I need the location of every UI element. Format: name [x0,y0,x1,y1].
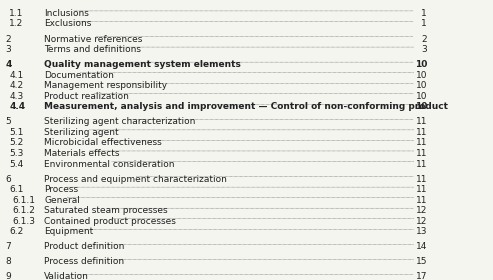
Text: Validation: Validation [44,272,89,280]
Text: 5: 5 [6,117,11,126]
Text: 10: 10 [416,81,427,90]
Text: Process definition: Process definition [44,257,125,266]
Text: 11: 11 [416,196,427,205]
Text: Management responsibility: Management responsibility [44,81,168,90]
Text: 5.3: 5.3 [9,149,24,158]
Text: Measurement, analysis and improvement — Control of non-conforming product: Measurement, analysis and improvement — … [44,102,449,111]
Text: 5.4: 5.4 [9,160,23,169]
Text: Process and equipment characterization: Process and equipment characterization [44,174,227,184]
Text: 6.1.3: 6.1.3 [12,217,35,226]
Text: 4.3: 4.3 [9,92,23,101]
Text: 6: 6 [6,174,11,184]
Text: 12: 12 [416,217,427,226]
Text: 4.2: 4.2 [9,81,23,90]
Text: 11: 11 [416,149,427,158]
Text: 1: 1 [422,19,427,29]
Text: Exclusions: Exclusions [44,19,92,29]
Text: 11: 11 [416,128,427,137]
Text: Product realization: Product realization [44,92,129,101]
Text: 10: 10 [415,102,427,111]
Text: 2: 2 [6,34,11,43]
Text: 10: 10 [416,92,427,101]
Text: 11: 11 [416,160,427,169]
Text: Equipment: Equipment [44,227,94,236]
Text: 6.1.2: 6.1.2 [12,206,35,215]
Text: 11: 11 [416,138,427,148]
Text: General: General [44,196,80,205]
Text: Sterilizing agent: Sterilizing agent [44,128,119,137]
Text: 4.1: 4.1 [9,71,23,80]
Text: Terms and definitions: Terms and definitions [44,45,141,54]
Text: Sterilizing agent characterization: Sterilizing agent characterization [44,117,196,126]
Text: 6.1.1: 6.1.1 [12,196,35,205]
Text: Product definition: Product definition [44,242,125,251]
Text: 1: 1 [422,9,427,18]
Text: 15: 15 [416,257,427,266]
Text: 1.1: 1.1 [9,9,24,18]
Text: 3: 3 [6,45,11,54]
Text: 12: 12 [416,206,427,215]
Text: Materials effects: Materials effects [44,149,120,158]
Text: 10: 10 [415,60,427,69]
Text: 5.2: 5.2 [9,138,23,148]
Text: Quality management system elements: Quality management system elements [44,60,241,69]
Text: Normative references: Normative references [44,34,143,43]
Text: 4: 4 [6,60,12,69]
Text: Saturated steam processes: Saturated steam processes [44,206,168,215]
Text: 13: 13 [416,227,427,236]
Text: Contained product processes: Contained product processes [44,217,176,226]
Text: 14: 14 [416,242,427,251]
Text: 6.2: 6.2 [9,227,23,236]
Text: Environmental consideration: Environmental consideration [44,160,175,169]
Text: 11: 11 [416,117,427,126]
Text: 17: 17 [416,272,427,280]
Text: Process: Process [44,185,78,194]
Text: Documentation: Documentation [44,71,114,80]
Text: 5.1: 5.1 [9,128,24,137]
Text: Inclusions: Inclusions [44,9,89,18]
Text: 1.2: 1.2 [9,19,23,29]
Text: 7: 7 [6,242,11,251]
Text: 10: 10 [416,71,427,80]
Text: 2: 2 [422,34,427,43]
Text: 11: 11 [416,174,427,184]
Text: 9: 9 [6,272,11,280]
Text: 4.4: 4.4 [9,102,25,111]
Text: 11: 11 [416,185,427,194]
Text: 6.1: 6.1 [9,185,24,194]
Text: 3: 3 [422,45,427,54]
Text: Microbicidal effectiveness: Microbicidal effectiveness [44,138,162,148]
Text: 8: 8 [6,257,11,266]
